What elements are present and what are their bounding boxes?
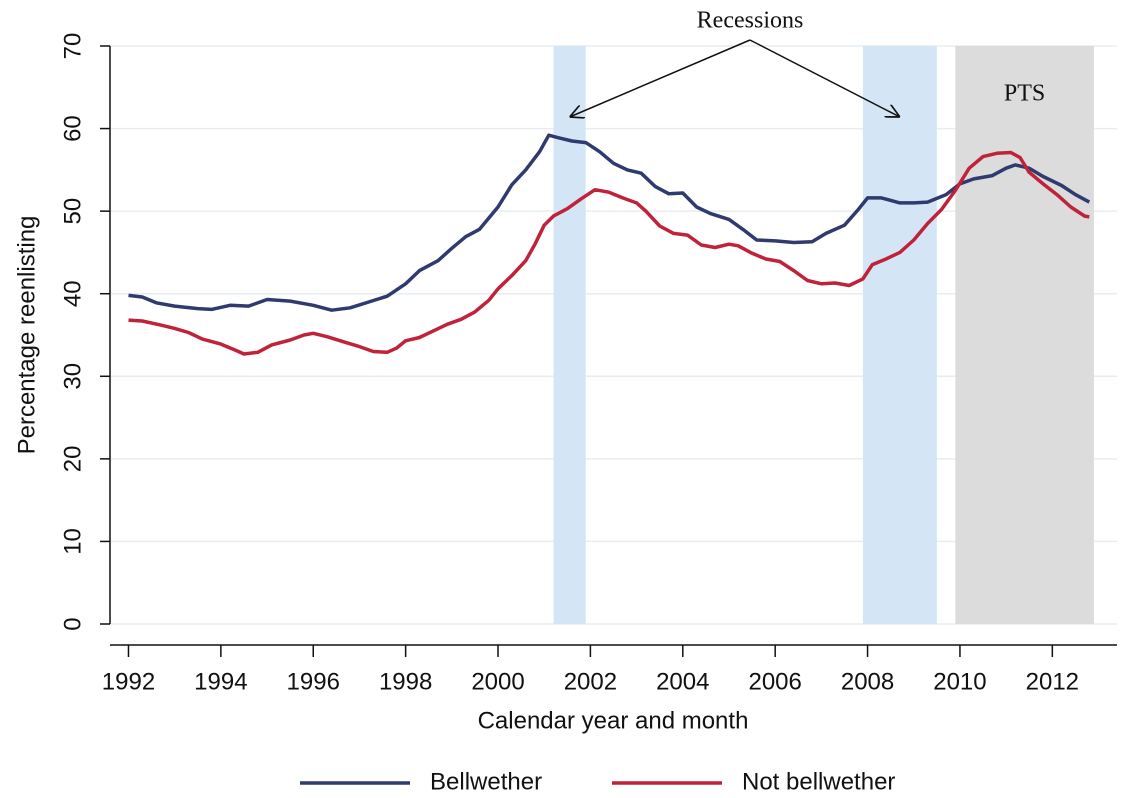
- x-tick-label: 2010: [933, 668, 986, 695]
- shaded-region: [553, 46, 586, 624]
- annotation-arrow: [749, 39, 900, 117]
- y-tick-label: 0: [59, 617, 86, 630]
- y-tick-label: 40: [59, 280, 86, 307]
- x-axis-label: Calendar year and month: [478, 707, 749, 734]
- x-tick-label: 1992: [102, 668, 155, 695]
- series-line: [128, 150, 1090, 356]
- background-layer: [110, 45, 1117, 625]
- y-tick-label: 60: [59, 115, 86, 142]
- x-tick-label: 2000: [471, 668, 524, 695]
- y-tick-label: 50: [59, 198, 86, 225]
- region-label: PTS: [1004, 81, 1045, 107]
- shaded-region: [862, 46, 937, 624]
- x-tick-label: 2004: [656, 668, 709, 695]
- annotation: Recessions: [697, 8, 804, 34]
- x-tick-label: 1996: [287, 668, 340, 695]
- x-tick-label: 1998: [379, 668, 432, 695]
- y-tick-label: 30: [59, 363, 86, 390]
- x-tick-label: 2002: [564, 668, 617, 695]
- legend-label: Bellwether: [430, 768, 542, 795]
- x-tick-label: 2008: [841, 668, 894, 695]
- annotation-arrow: [570, 39, 751, 117]
- y-tick-label: 70: [59, 33, 86, 60]
- series-line: [128, 133, 1091, 312]
- x-tick-label: 1994: [194, 668, 247, 695]
- x-tick-label: 2012: [1026, 668, 1079, 695]
- y-tick-label: 10: [59, 528, 86, 555]
- y-tick-label: 20: [59, 446, 86, 473]
- x-tick-label: 2006: [748, 668, 801, 695]
- shaded-region: [955, 46, 1094, 624]
- legend-label: Not bellwether: [742, 768, 895, 795]
- y-axis-label: Percentage reenlisting: [13, 216, 40, 455]
